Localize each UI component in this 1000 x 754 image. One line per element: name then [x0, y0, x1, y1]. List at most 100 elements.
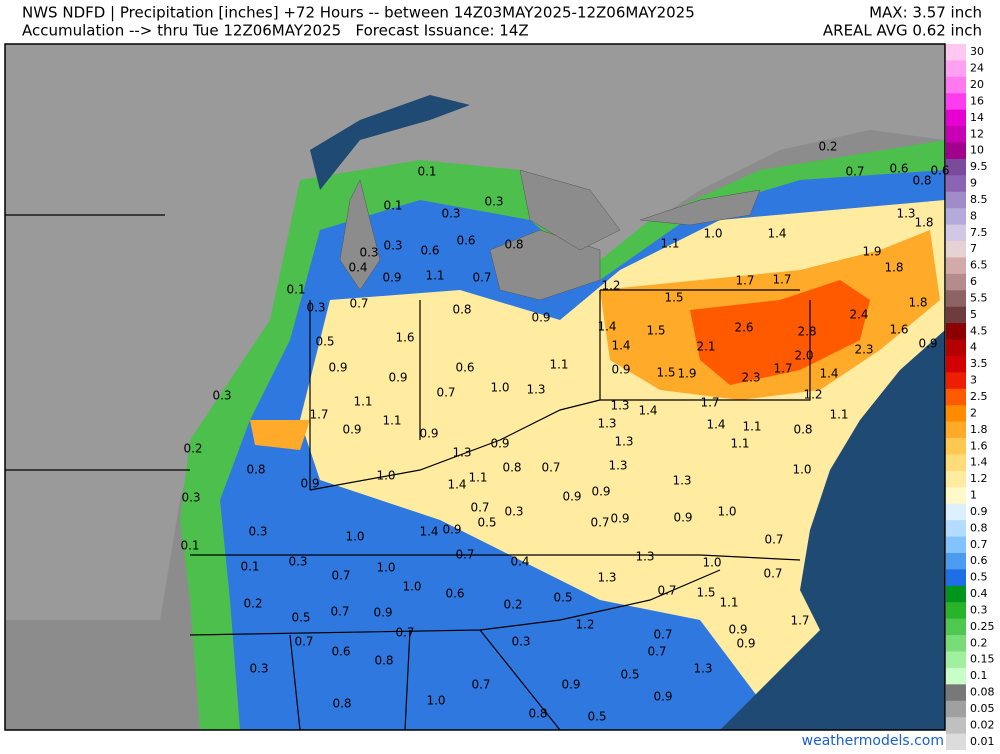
map-value-label: 0.5	[477, 516, 496, 530]
colorbar-swatch	[946, 109, 966, 127]
map-value-label: 1.3	[693, 662, 712, 676]
colorbar-swatch	[946, 355, 966, 373]
map-value-label: 0.7	[471, 678, 490, 692]
colorbar-label: 0.9	[970, 505, 988, 518]
map-value-label: 2.6	[734, 321, 753, 335]
colorbar-swatch	[946, 454, 966, 472]
map-value-label: 1.4	[638, 404, 657, 418]
map-value-label: 1.0	[345, 530, 364, 544]
map-value-label: 1.1	[660, 237, 679, 251]
map-value-label: 1.1	[829, 408, 848, 422]
colorbar-swatch	[946, 158, 966, 176]
header-title: NWS NDFD | Precipitation [inches] +72 Ho…	[22, 4, 695, 22]
colorbar-swatch	[946, 569, 966, 587]
map-value-label: 0.8	[793, 423, 812, 437]
map-value-label: 0.1	[417, 165, 436, 179]
colorbar-label: 7.5	[970, 226, 988, 239]
colorbar-label: 0.25	[970, 620, 995, 633]
colorbar-label: 0.4	[970, 587, 988, 600]
map-value-label: 1.4	[819, 367, 838, 381]
map-value-label: 1.2	[575, 618, 594, 632]
map-value-label: 1.0	[426, 694, 445, 708]
map-value-label: 0.9	[611, 363, 630, 377]
lake-michigan	[339, 179, 381, 291]
map-value-label: 0.1	[286, 283, 305, 297]
colorbar-swatch	[946, 93, 966, 111]
colorbar-swatch	[946, 191, 966, 209]
map-value-label: 1.3	[452, 446, 471, 460]
colorbar-swatch	[946, 618, 966, 636]
map-value-label: 0.2	[243, 597, 262, 611]
map-value-label: 1.0	[702, 556, 721, 570]
map-value-label: 1.7	[790, 614, 809, 628]
colorbar-label: 20	[970, 78, 984, 91]
colorbar-label: 0.1	[970, 669, 988, 682]
map-value-label: 1.2	[601, 279, 620, 293]
map-value-label: 1.4	[419, 525, 438, 539]
map-value-label: 0.9	[653, 690, 672, 704]
map-value-label: 0.5	[587, 710, 606, 724]
map-value-label: 0.7	[455, 548, 474, 562]
lake-superior	[310, 95, 470, 190]
map-value-label: 1.6	[395, 331, 414, 345]
map-value-label: 1.8	[884, 261, 903, 275]
colorbar-swatch	[946, 520, 966, 538]
colorbar-label: 7	[970, 242, 977, 255]
map-value-label: 0.3	[248, 525, 267, 539]
colorbar-label: 0.15	[970, 653, 995, 666]
map-value-label: 1.4	[597, 320, 616, 334]
dry-area	[5, 44, 945, 620]
colorbar: 302420161412109.598.587.576.565.554.543.…	[946, 44, 995, 751]
map-value-label: 0.8	[502, 461, 521, 475]
map-value-label: 0.8	[912, 174, 931, 188]
map-value-label: 0.9	[442, 523, 461, 537]
map-value-label: 0.8	[528, 707, 547, 721]
map-value-label: 0.7	[349, 297, 368, 311]
map-value-label: 1.7	[773, 362, 792, 376]
map-value-label: 0.6	[930, 164, 949, 178]
map-value-label: 2.3	[854, 343, 873, 357]
header-max: MAX: 3.57 inch	[869, 4, 982, 22]
colorbar-swatch	[946, 421, 966, 439]
map-value-label: 1.1	[549, 358, 568, 372]
map-value-label: 0.6	[455, 361, 474, 375]
map-value-label: 0.3	[441, 207, 460, 221]
map-value-label: 0.3	[383, 239, 402, 253]
colorbar-label: 16	[970, 94, 984, 107]
colorbar-swatch	[946, 667, 966, 685]
map-value-label: 0.7	[294, 635, 313, 649]
map-value-label: 0.7	[395, 626, 414, 640]
colorbar-swatch	[946, 372, 966, 390]
map-value-label: 0.9	[736, 637, 755, 651]
colorbar-swatch	[946, 60, 966, 78]
map-value-label: 0.5	[620, 668, 639, 682]
map-value-label: 0.9	[328, 361, 347, 375]
colorbar-label: 4.5	[970, 324, 988, 337]
colorbar-swatch	[946, 552, 966, 570]
map-value-label: 1.3	[614, 435, 633, 449]
map-value-label: 0.9	[918, 337, 937, 351]
colorbar-swatch	[946, 651, 966, 669]
map-value-label: 0.3	[212, 389, 231, 403]
ocean	[720, 330, 945, 730]
map-value-label: 0.8	[332, 697, 351, 711]
colorbar-label: 3.5	[970, 357, 988, 370]
colorbar-label: 10	[970, 144, 984, 157]
map	[4, 43, 946, 731]
map-value-label: 1.5	[696, 586, 715, 600]
map-value-label: 1.3	[635, 550, 654, 564]
map-value-label: 0.7	[764, 533, 783, 547]
header-subtitle: Accumulation --> thru Tue 12Z06MAY2025 F…	[22, 22, 529, 40]
lake-ontario	[639, 189, 761, 226]
colorbar-label: 1.4	[970, 456, 988, 469]
map-value-label: 0.9	[531, 311, 550, 325]
map-value-label: 1.0	[402, 580, 421, 594]
map-value-label: 1.1	[730, 437, 749, 451]
map-value-label: 0.9	[388, 371, 407, 385]
colorbar-label: 0.7	[970, 538, 988, 551]
map-value-label: 1.7	[700, 396, 719, 410]
map-value-label: 0.6	[445, 587, 464, 601]
map-value-label: 1.7	[735, 274, 754, 288]
colorbar-label: 6.5	[970, 259, 988, 272]
